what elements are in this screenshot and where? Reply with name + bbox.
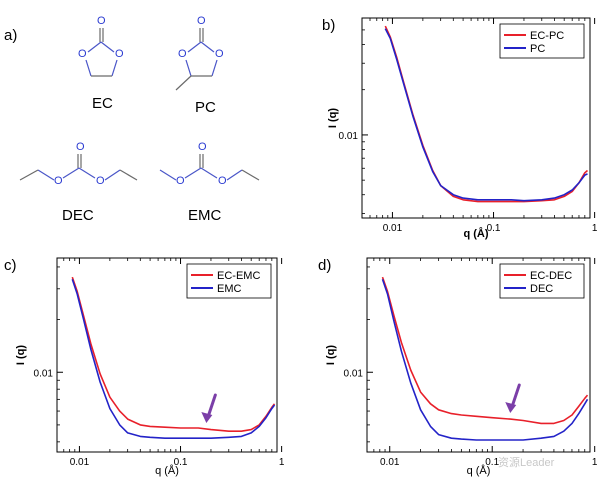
oxygen-atom: O [178,48,187,60]
oxygen-atom: O [78,48,87,60]
pc-structure: O O O [175,15,224,91]
oxygen-atom: O [76,141,85,153]
y-tick-label: 0.01 [344,368,364,379]
annotation-arrow [505,383,521,414]
oxygen-atom: O [198,141,207,153]
x-tick-label: 1 [592,457,598,468]
panel-letter-d: d) [318,257,331,274]
oxygen-atom: O [54,175,63,187]
legend-label: EC-DEC [530,270,572,282]
molecule-panel: a) O O O EC O O O P [4,15,260,224]
oxygen-atom: O [115,48,124,60]
panel-letter-c: c) [4,257,17,274]
legend-box [186,263,272,299]
ec-structure: O O O [78,15,124,77]
annotation-arrow [201,393,217,424]
oxygen-atom: O [176,175,185,187]
x-tick-label: 0.01 [380,457,400,468]
molecule-label-pc: PC [195,99,216,116]
series-line-ec-dec [381,276,589,425]
series-line-ec-emc [71,276,276,432]
oxygen-atom: O [96,175,105,187]
panel-letter-a: a) [4,27,17,44]
series-line-pc [384,28,588,202]
x-axis-label: q (Å) [463,227,488,240]
oxygen-atom: O [97,15,106,27]
y-axis-label: I (q) [15,345,27,365]
x-tick-label: 1 [592,223,598,234]
oxygen-atom: O [215,48,224,60]
series-line-dec [381,279,589,441]
x-tick-label: 1 [279,457,285,468]
panel-letter-b: b) [322,17,335,34]
molecule-label-dec: DEC [62,207,94,224]
plot-frame [56,257,278,453]
y-tick-label: 0.01 [339,131,359,142]
x-axis-label: q (Å) [155,464,179,477]
y-tick-label: 0.01 [34,368,54,379]
oxygen-atom: O [218,175,227,187]
x-axis-label: q (Å) [467,464,491,477]
legend-label: DEC [530,283,553,295]
x-tick-label: 0.1 [487,223,501,234]
legend-label: PC [530,43,545,55]
legend-box [499,23,585,59]
plot-frame [366,257,591,453]
legend-box [499,263,585,299]
legend-label: EC-PC [530,30,564,42]
dec-structure: O O O [19,141,138,187]
x-tick-label: 0.1 [174,457,188,468]
legend-label: EC-EMC [217,270,260,282]
x-tick-label: 0.01 [70,457,90,468]
molecule-label-emc: EMC [188,207,222,224]
watermark-text: 资源Leader [498,455,555,469]
series-line-emc [71,279,276,439]
emc-structure: O O O [159,141,260,187]
molecule-label-ec: EC [92,95,113,112]
plot-frame [361,17,591,219]
x-tick-label: 0.01 [383,223,403,234]
y-axis-label: I (q) [325,345,337,365]
legend-label: EMC [217,283,242,295]
oxygen-atom: O [197,15,206,27]
y-axis-label: I (q) [327,108,339,128]
x-tick-label: 0.1 [485,457,499,468]
